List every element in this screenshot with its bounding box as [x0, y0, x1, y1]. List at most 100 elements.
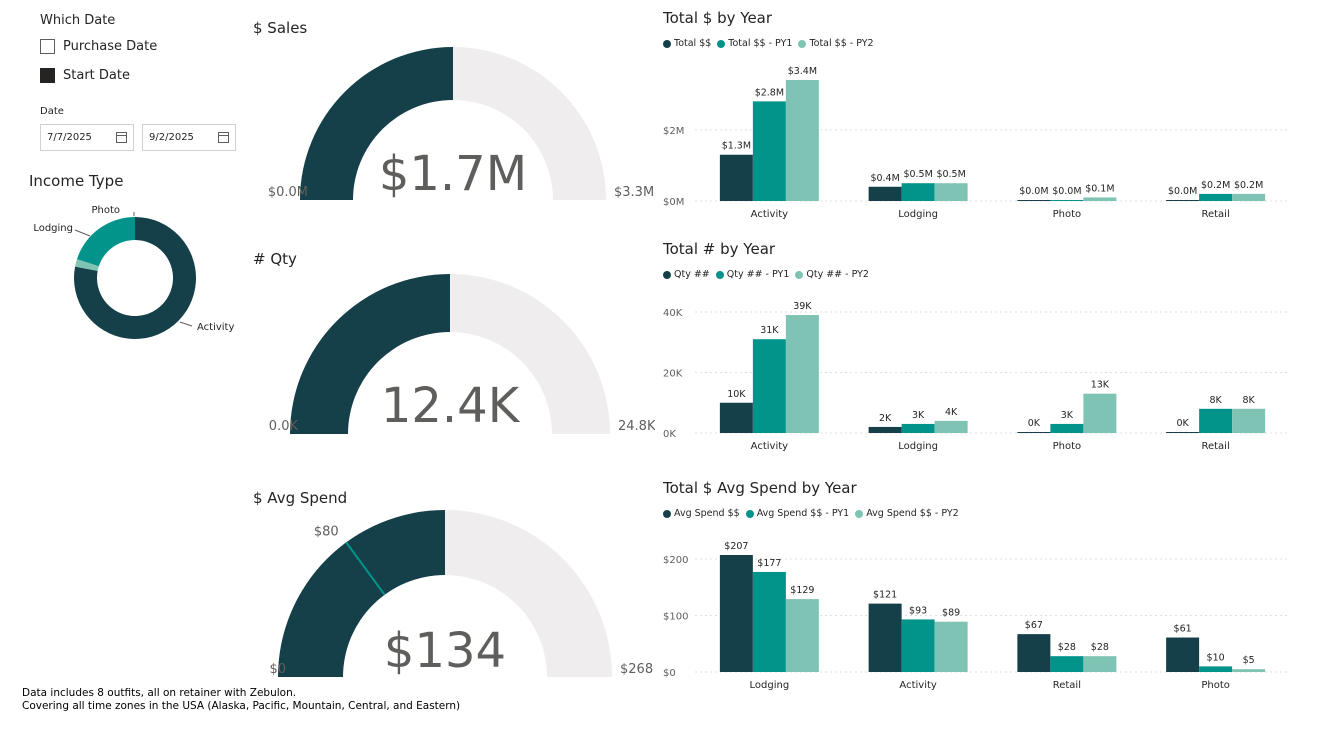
- bar[interactable]: [1083, 393, 1117, 433]
- total-qty-bar-chart[interactable]: 0K 20K 40K 10K 31K 39K Activity 2K 3K 4K Lodging 0K…: [655, 292, 1305, 457]
- bar[interactable]: [1199, 408, 1233, 433]
- data-label: 39K: [793, 301, 812, 312]
- legend-label: Qty ## - PY2: [806, 269, 869, 280]
- bar[interactable]: [901, 619, 935, 672]
- gauge-max-label: $268: [620, 662, 653, 677]
- donut-slice[interactable]: [76, 217, 135, 267]
- income-type-donut[interactable]: Activity Photo Lodging: [20, 198, 245, 348]
- bar[interactable]: [1017, 634, 1051, 672]
- x-tick-label: Lodging: [898, 209, 938, 220]
- y-tick-label: 40K: [663, 308, 683, 319]
- data-label: 4K: [945, 407, 958, 418]
- checked-checkbox-icon[interactable]: [40, 68, 55, 83]
- bar[interactable]: [1199, 193, 1233, 201]
- legend-item[interactable]: Qty ## - PY2: [795, 269, 869, 280]
- bar[interactable]: [1232, 193, 1266, 201]
- data-label: 0K: [1028, 418, 1041, 429]
- gauge-fill: [290, 274, 450, 434]
- data-label: 3K: [1061, 410, 1074, 421]
- legend-item[interactable]: Qty ##: [663, 269, 710, 280]
- end-date-input[interactable]: 9/2/2025: [142, 124, 236, 151]
- legend-label: Qty ## - PY1: [726, 269, 790, 280]
- bar[interactable]: [1017, 432, 1051, 433]
- bar[interactable]: [934, 420, 968, 433]
- bar[interactable]: [719, 154, 753, 201]
- y-tick-label: $2M: [663, 126, 684, 137]
- legend-item[interactable]: Avg Spend $$: [663, 508, 740, 519]
- donut-slice[interactable]: [73, 217, 196, 339]
- x-tick-label: Photo: [1201, 680, 1230, 691]
- bar[interactable]: [1166, 432, 1200, 433]
- purchase-date-option[interactable]: Purchase Date: [40, 39, 157, 54]
- avg-spend-gauge[interactable]: $80 $134 $0 $268: [250, 505, 655, 685]
- legend-item[interactable]: Qty ## - PY1: [715, 269, 790, 280]
- legend-item[interactable]: Total $$: [663, 38, 711, 49]
- data-label: $0.0M: [1019, 186, 1048, 197]
- bar[interactable]: [785, 80, 819, 201]
- legend-item[interactable]: Total $$ - PY2: [798, 38, 874, 49]
- checkbox-icon[interactable]: [40, 39, 55, 54]
- bar[interactable]: [752, 101, 786, 201]
- bar[interactable]: [868, 603, 902, 672]
- qty-gauge[interactable]: 12.4K 0.0K 24.8K: [250, 270, 655, 440]
- bar[interactable]: [901, 423, 935, 433]
- data-label: 3K: [912, 410, 925, 421]
- bar[interactable]: [785, 315, 819, 433]
- bar[interactable]: [1050, 200, 1084, 201]
- legend-total-dollars: Total $$ Total $$ - PY1 Total $$ - PY2: [663, 38, 874, 49]
- legend-total-qty: Qty ## Qty ## - PY1 Qty ## - PY2: [663, 269, 869, 280]
- x-tick-label: Photo: [1053, 209, 1082, 220]
- legend-dot-icon: [715, 270, 724, 279]
- y-tick-label: 20K: [663, 369, 683, 380]
- gauge-value: $134: [384, 623, 506, 679]
- y-tick-label: $0M: [663, 197, 684, 208]
- legend-dot-icon: [663, 39, 671, 48]
- bar[interactable]: [868, 186, 902, 201]
- footnote-line: Covering all time zones in the USA (Alas…: [22, 700, 461, 712]
- purchase-date-label: Purchase Date: [63, 39, 158, 54]
- gauge-max-label: $3.3M: [614, 185, 654, 200]
- data-label: $0.2M: [1234, 180, 1263, 191]
- bar[interactable]: [752, 339, 786, 433]
- total-dollars-bar-chart[interactable]: $0M $2M $1.3M $2.8M $3.4M Activity $0.4M $0.5M $…: [655, 60, 1305, 225]
- bar[interactable]: [719, 555, 753, 672]
- bar[interactable]: [934, 621, 968, 672]
- bar[interactable]: [752, 571, 786, 672]
- donut-label: Activity: [197, 322, 234, 333]
- bar[interactable]: [1166, 637, 1200, 672]
- bar[interactable]: [1083, 656, 1117, 672]
- avg-spend-bar-chart[interactable]: $0 $100 $200 $207 $177 $129 Lodging $121 $93 $89 A…: [655, 535, 1305, 695]
- income-type-title: Income Type: [29, 172, 124, 190]
- bar[interactable]: [934, 183, 968, 201]
- x-tick-label: Lodging: [750, 680, 790, 691]
- calendar-icon[interactable]: [218, 132, 229, 143]
- bar[interactable]: [901, 183, 935, 201]
- start-date-option[interactable]: Start Date: [40, 68, 130, 83]
- data-label: $5: [1243, 655, 1255, 666]
- donut-label: Photo: [91, 205, 120, 216]
- bar[interactable]: [1083, 197, 1117, 201]
- bar[interactable]: [1232, 669, 1266, 672]
- bar[interactable]: [785, 599, 819, 672]
- bar[interactable]: [719, 402, 753, 433]
- legend-item[interactable]: Total $$ - PY1: [717, 38, 792, 49]
- legend-dot-icon: [795, 270, 804, 279]
- start-date-input[interactable]: 7/7/2025: [40, 124, 134, 151]
- legend-item[interactable]: Avg Spend $$ - PY1: [745, 508, 849, 519]
- donut-leader-line: [179, 321, 193, 327]
- legend-item[interactable]: Avg Spend $$ - PY2: [855, 508, 959, 519]
- bar[interactable]: [1050, 656, 1084, 672]
- data-label: $0.4M: [870, 173, 899, 184]
- legend-dot-icon: [745, 509, 754, 518]
- bar[interactable]: [1166, 200, 1200, 201]
- data-label: $0.5M: [903, 169, 932, 180]
- bar[interactable]: [1232, 408, 1266, 433]
- bar[interactable]: [1017, 200, 1051, 201]
- calendar-icon[interactable]: [116, 132, 127, 143]
- gauge-max-label: 24.8K: [618, 419, 655, 434]
- bar[interactable]: [868, 426, 902, 433]
- bar[interactable]: [1050, 423, 1084, 433]
- bar[interactable]: [1199, 666, 1233, 672]
- sales-gauge[interactable]: $1.7M $0.0M $3.3M: [250, 40, 655, 210]
- donut-slice[interactable]: [75, 259, 99, 271]
